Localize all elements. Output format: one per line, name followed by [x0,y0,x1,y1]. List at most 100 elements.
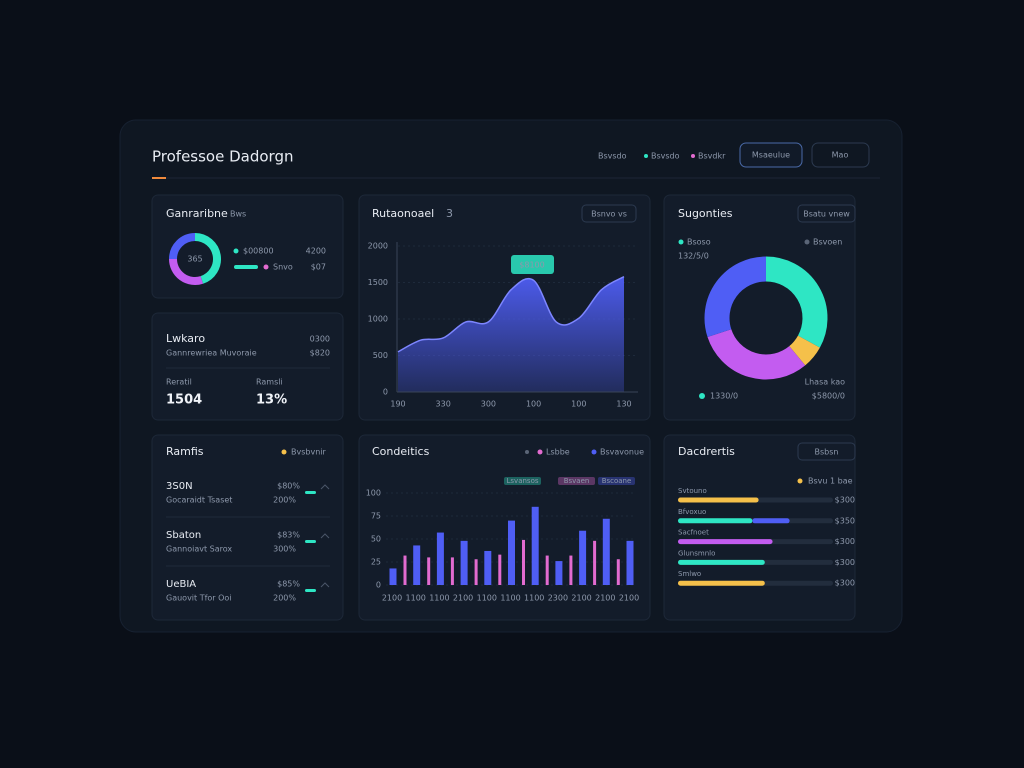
area [398,276,624,392]
bar [498,554,502,585]
legend-chip [598,477,635,485]
page-title: Professoe Dadorgn [152,148,293,166]
y-tick-label: 1000 [368,315,388,324]
legend-item: Bsvsdo [598,152,627,161]
card-title: Dacdrertis [678,445,735,458]
button[interactable] [581,204,637,223]
legend-chip [558,477,595,485]
y-tick-label: 50 [371,535,381,544]
card-title: Lwkaro [166,332,205,345]
donut-segment [169,233,196,260]
y-tick-label: 2000 [368,242,388,251]
x-tick-label: 1100 [524,594,544,603]
chevron [320,484,330,490]
subtitle: Gannrewriea Muvoraie [166,349,257,358]
bar [436,532,444,585]
legend-item: Bscoane [602,477,632,485]
row-amount: $83% [277,531,300,540]
x-tick-label: 100 [571,400,586,409]
legend-dot [797,478,803,484]
donut-segment [704,256,767,337]
bar [474,559,478,585]
x-tick-label: 2100 [571,594,591,603]
stat-label: Reratil [166,378,192,387]
bar [522,539,525,585]
row-note: $300 [835,558,855,567]
y-tick-label: 1500 [368,278,388,287]
card-title: Sugonties [678,207,733,220]
button-label[interactable]: Msaeulue [752,151,790,160]
indicator [305,491,316,494]
row-sub: Gauovit Tfor Ooi [166,594,232,603]
bar [484,550,492,585]
card-title: Ramfis [166,445,204,458]
button[interactable] [797,204,856,223]
y-tick-label: 75 [371,512,381,521]
line [397,276,625,353]
row-note: $300 [835,537,855,546]
bar [545,555,549,585]
row-note: $300 [835,496,855,505]
progress-bar [678,518,753,524]
row-amount: $80% [277,482,300,491]
legend-item: Lsbbe [546,448,570,457]
x-tick-label: 2100 [595,594,615,603]
row-note: $300 [835,579,855,588]
row-label: Sacfnoet [678,529,709,537]
legend-chip [504,477,541,485]
card-title: Condeitics [372,445,430,458]
progress-bar [678,497,759,503]
legend-dot [678,239,684,245]
annotation: $5800/0 [812,392,845,401]
annotation: 132/5/0 [678,252,709,261]
legend-dot [537,449,543,455]
donut-segment [765,256,828,348]
legend-dot [804,239,810,245]
bar [389,568,397,585]
row-name: 3S0N [166,481,193,492]
x-tick-label: 100 [526,400,541,409]
button[interactable] [811,142,870,168]
row-label: Bfvoxuo [678,508,706,516]
x-tick-label: 130 [616,400,631,409]
y-tick-label: 100 [366,489,381,498]
row-label: Smlwo [678,570,701,578]
progress-bar [678,539,773,545]
row-value: $07 [311,263,326,272]
legend-item: Bsvdkr [698,152,726,161]
bar [403,555,407,585]
donut-segment [194,233,221,284]
bar [413,545,421,585]
x-tick-label: 2100 [453,594,473,603]
legend-dot [525,450,529,454]
dot [281,449,287,455]
row-sub: Gannoiavt Sarox [166,545,232,554]
legend-item: Bsvavonue [600,448,644,457]
card [151,194,344,299]
row-note: $350 [835,516,855,525]
row-value: 4200 [306,247,326,256]
legend-item: Lsvansos [507,477,539,485]
progress-bar [752,518,790,524]
bar [626,540,634,585]
button-label[interactable]: Bsnvo vs [591,210,627,219]
row-name: UeBIA [166,579,196,590]
bar [555,561,563,585]
dot [233,248,239,254]
button-label[interactable]: Mao [832,151,849,160]
button[interactable] [739,142,803,168]
legend-dot [591,449,597,455]
button[interactable] [797,442,856,461]
bar [450,557,454,585]
row-label: Glunsmnlo [678,549,715,557]
indicator [305,540,316,543]
button-label[interactable]: Bsbsn [815,448,839,457]
stat-label: Ramsli [256,378,283,387]
donut-segment [707,328,806,380]
legend-dot [691,154,695,158]
donut-segment [169,258,204,285]
x-tick-label: 1100 [406,594,426,603]
row-change: 300% [273,545,296,554]
bar [579,530,587,585]
button-label[interactable]: Bsatu vnew [803,210,850,219]
